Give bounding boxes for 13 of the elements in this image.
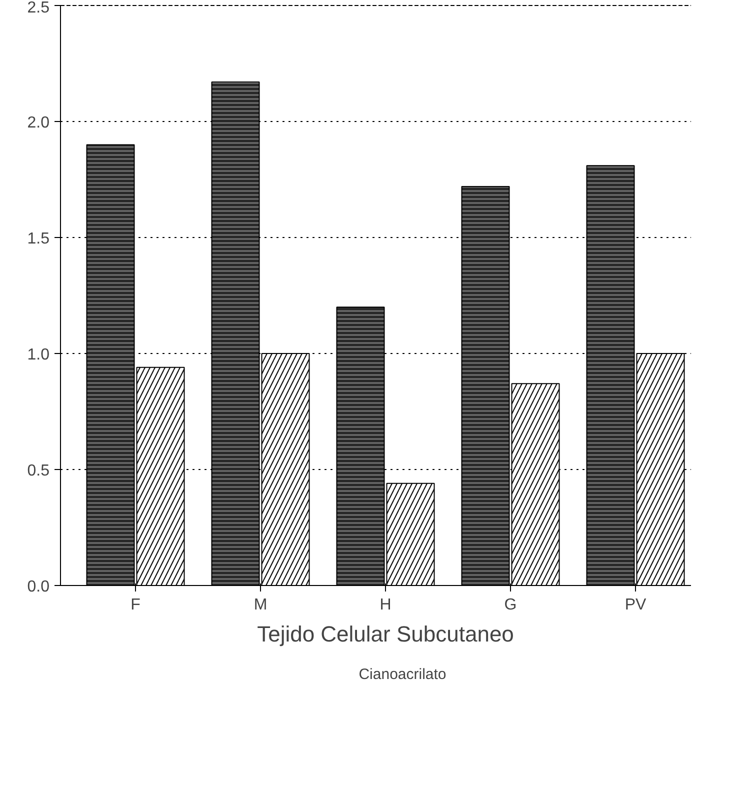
x-tick-label: F xyxy=(130,596,141,614)
x-tick-label: M xyxy=(254,596,268,614)
x-tick-label: PV xyxy=(624,596,646,614)
y-tick-label: 1.5 xyxy=(27,230,50,248)
y-tick-label: 1.0 xyxy=(27,346,50,364)
y-tick-label: 2.5 xyxy=(27,0,50,16)
x-tick-label: H xyxy=(380,596,392,614)
text: Cianoacrilato xyxy=(358,666,446,682)
y-tick-label: 0.0 xyxy=(27,578,50,596)
x-tick-label: G xyxy=(504,596,517,614)
x-axis-title: Tejido Celular Subcutaneo xyxy=(257,622,514,646)
y-tick-label: 2.0 xyxy=(27,114,50,132)
y-tick-label: 0.5 xyxy=(27,462,50,480)
